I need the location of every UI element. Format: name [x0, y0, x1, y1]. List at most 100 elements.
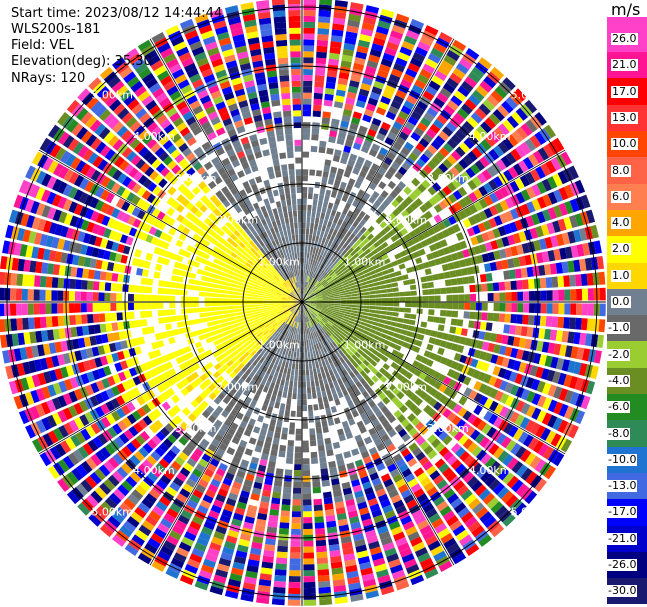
gate	[292, 333, 296, 340]
gate	[564, 200, 574, 214]
gate	[364, 326, 371, 332]
gate	[313, 253, 318, 260]
gate	[401, 324, 409, 330]
gate	[427, 368, 436, 377]
gate	[569, 376, 578, 389]
gate	[289, 564, 301, 571]
gate	[534, 478, 547, 492]
gate	[321, 479, 331, 487]
gate	[375, 298, 382, 302]
gate	[252, 306, 259, 310]
gate	[307, 333, 310, 340]
gate	[478, 331, 486, 340]
gate	[466, 266, 474, 275]
gate	[582, 348, 591, 362]
gate	[294, 446, 302, 453]
gate	[330, 241, 336, 249]
gate	[546, 290, 553, 301]
gate	[307, 308, 312, 314]
gate	[291, 320, 295, 327]
gate	[312, 362, 316, 369]
gate	[392, 287, 399, 292]
gate	[244, 448, 253, 456]
gate	[598, 271, 606, 285]
gate	[573, 361, 582, 375]
gate	[219, 276, 227, 281]
gate	[335, 507, 346, 515]
gate	[321, 420, 328, 428]
gate	[292, 315, 296, 321]
gate	[279, 347, 284, 355]
gate	[414, 378, 423, 387]
gate	[476, 466, 488, 479]
gate	[289, 326, 293, 333]
gate	[303, 523, 313, 530]
gate	[404, 291, 411, 297]
gate	[51, 290, 58, 301]
gate	[526, 201, 536, 214]
gate	[331, 264, 338, 271]
gate	[175, 289, 182, 295]
gate	[450, 252, 459, 261]
gate	[284, 380, 290, 387]
gate	[533, 352, 542, 365]
gate	[333, 308, 340, 312]
gate	[381, 241, 389, 249]
gate	[302, 293, 305, 300]
gate	[419, 153, 430, 164]
gate	[319, 335, 324, 342]
gate	[305, 309, 309, 316]
gate	[452, 404, 463, 414]
gate	[352, 533, 365, 542]
gate	[504, 382, 514, 394]
gate	[441, 332, 449, 341]
gate	[315, 57, 327, 65]
gate	[347, 85, 359, 94]
gate	[21, 288, 28, 301]
gate	[279, 366, 285, 374]
gate	[458, 434, 469, 446]
gate	[437, 527, 451, 539]
gate	[330, 335, 336, 341]
gate	[330, 263, 336, 269]
gate	[332, 393, 339, 400]
gate	[512, 232, 522, 244]
gate	[345, 366, 352, 374]
gate	[479, 243, 487, 253]
gate	[413, 126, 425, 137]
gate	[531, 378, 541, 391]
gate	[251, 302, 258, 305]
gate	[382, 504, 394, 514]
gate	[311, 278, 316, 285]
gate	[404, 196, 414, 205]
gate	[354, 434, 363, 443]
gate	[317, 569, 330, 576]
gate	[397, 317, 404, 323]
gate	[321, 225, 327, 232]
gate	[309, 277, 313, 284]
gate	[204, 302, 211, 307]
gate	[421, 282, 429, 289]
gate	[339, 295, 346, 298]
gate	[216, 293, 223, 298]
gate	[378, 337, 386, 344]
gate	[215, 328, 222, 335]
gate	[455, 146, 466, 158]
gate	[68, 303, 76, 313]
gate	[340, 302, 347, 305]
gate	[564, 184, 575, 199]
gate	[302, 440, 309, 447]
gate	[323, 165, 331, 172]
gate	[377, 428, 387, 437]
gate	[550, 157, 562, 171]
gate	[423, 445, 434, 455]
gate	[429, 470, 441, 481]
gate	[351, 307, 358, 311]
gate	[538, 265, 546, 276]
gate	[311, 386, 316, 393]
gate	[312, 265, 316, 272]
gate	[224, 540, 236, 550]
gate	[215, 468, 226, 477]
gate	[503, 223, 513, 235]
gate	[515, 192, 526, 204]
